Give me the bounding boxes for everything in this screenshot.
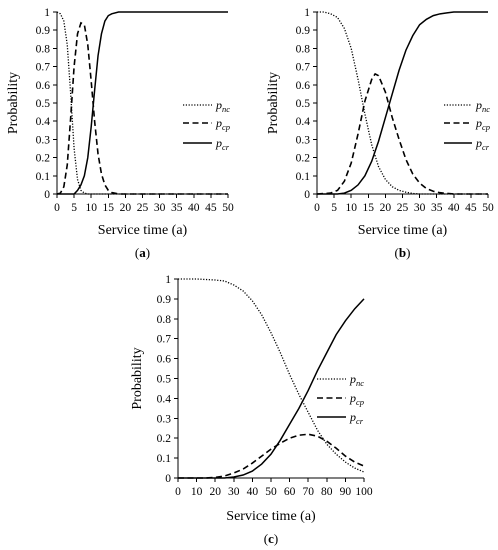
legend-label-pnc: pnc xyxy=(349,372,364,388)
series-line-pnc xyxy=(56,11,228,195)
series-line-pcr xyxy=(57,11,228,195)
legend-label-pcp: pcp xyxy=(215,116,230,132)
x-tick-label: 50 xyxy=(265,486,277,498)
y-tick-label: 0.6 xyxy=(157,354,172,366)
y-tick-label: 0.4 xyxy=(296,116,311,128)
y-tick-label: 0.5 xyxy=(36,98,51,110)
panel-label: (a) xyxy=(135,245,150,260)
x-tick-label: 45 xyxy=(465,202,477,214)
y-tick-label: 0 xyxy=(304,189,310,201)
panel-label: (b) xyxy=(395,245,411,260)
x-tick-label: 40 xyxy=(247,486,259,498)
y-tick-label: 0.1 xyxy=(157,453,172,465)
x-tick-label: 20 xyxy=(380,202,392,214)
y-tick-label: 0.7 xyxy=(296,62,311,74)
x-axis-label: Service time (a) xyxy=(358,223,448,238)
x-axis-label: Service time (a) xyxy=(226,509,316,524)
series-line-pcr xyxy=(317,11,488,195)
x-tick-label: 0 xyxy=(314,202,320,214)
y-tick-label: 0.3 xyxy=(157,413,172,425)
y-tick-label: 0.9 xyxy=(157,294,172,306)
chart-panel-3: 00.10.20.30.40.50.60.70.80.910 10 20 30 40 50… xyxy=(130,274,373,546)
legend-label-pnc: pnc xyxy=(215,98,230,114)
x-tick-label: 35 xyxy=(171,202,183,214)
series-line-pnc xyxy=(317,11,488,195)
x-tick-label: 30 xyxy=(154,202,166,214)
x-tick-label: 5 xyxy=(71,202,77,214)
series-line-pcp xyxy=(316,72,488,195)
x-tick-label: 25 xyxy=(137,202,149,214)
y-tick-label: 0.5 xyxy=(296,98,311,110)
y-tick-label: 0.1 xyxy=(296,171,311,183)
legend-label-pcp: pcp xyxy=(349,391,364,407)
y-tick-label: 0.3 xyxy=(296,134,311,146)
x-tick-label: 45 xyxy=(205,202,217,214)
x-tick-label: 50 xyxy=(482,202,494,214)
y-tick-label: 0.2 xyxy=(36,153,51,165)
x-tick-label: 10 xyxy=(191,486,203,498)
y-tick-label: 0 xyxy=(44,189,50,201)
legend-label-pcp: pcp xyxy=(475,116,490,132)
chart-panel-1: 00.10.20.30.40.50.60.70.80.910 5 10 15 20 25 3… xyxy=(6,7,234,260)
y-tick-label: 1 xyxy=(304,7,310,19)
y-tick-label: 0.6 xyxy=(296,80,311,92)
y-tick-label: 0.4 xyxy=(157,393,172,405)
y-tick-label: 0.8 xyxy=(296,43,311,55)
x-tick-label: 40 xyxy=(188,202,200,214)
y-tick-label: 0.8 xyxy=(157,314,172,326)
x-tick-label: 80 xyxy=(321,486,333,498)
y-tick-label: 0.5 xyxy=(157,374,172,386)
x-tick-label: 15 xyxy=(103,202,115,214)
y-tick-label: 0.4 xyxy=(36,116,51,128)
chart-panel-2: 00.10.20.30.40.50.60.70.80.910 5 10 15 20 25 3… xyxy=(266,7,494,260)
x-tick-label: 10 xyxy=(345,202,357,214)
y-tick-label: 0.8 xyxy=(36,43,51,55)
series-line-pcr xyxy=(178,298,365,479)
y-tick-label: 0.9 xyxy=(296,25,311,37)
series-line-pnc xyxy=(178,278,365,473)
legend-label-pnc: pnc xyxy=(475,98,490,114)
legend-label-pcr: pcr xyxy=(349,410,364,426)
x-tick-label: 20 xyxy=(120,202,132,214)
x-tick-label: 50 xyxy=(222,202,234,214)
series-line-pcp xyxy=(178,433,365,479)
y-axis-label: Probability xyxy=(266,72,281,134)
legend-label-pcr: pcr xyxy=(475,136,490,152)
x-axis-label: Service time (a) xyxy=(98,223,188,238)
x-tick-label: 0 xyxy=(175,486,181,498)
y-tick-label: 0 xyxy=(165,473,171,485)
y-tick-label: 0.6 xyxy=(36,80,51,92)
y-tick-label: 0.1 xyxy=(36,171,51,183)
x-tick-label: 35 xyxy=(431,202,443,214)
y-axis-label: Probability xyxy=(6,72,21,134)
x-tick-label: 100 xyxy=(355,486,373,498)
y-tick-label: 0.2 xyxy=(296,153,311,165)
panel-label: (c) xyxy=(264,531,278,546)
legend-label-pcr: pcr xyxy=(215,136,230,152)
x-tick-label: 0 xyxy=(54,202,60,214)
x-tick-label: 30 xyxy=(228,486,240,498)
y-tick-label: 1 xyxy=(44,7,50,19)
y-tick-label: 1 xyxy=(165,274,171,286)
x-tick-label: 15 xyxy=(363,202,375,214)
x-tick-label: 40 xyxy=(448,202,460,214)
x-tick-label: 70 xyxy=(302,486,314,498)
y-tick-label: 0.3 xyxy=(36,134,51,146)
x-tick-label: 5 xyxy=(331,202,337,214)
series-line-pcp xyxy=(56,21,228,195)
x-tick-label: 90 xyxy=(340,486,352,498)
x-tick-label: 60 xyxy=(284,486,296,498)
x-tick-label: 30 xyxy=(414,202,426,214)
y-tick-label: 0.9 xyxy=(36,25,51,37)
y-tick-label: 0.2 xyxy=(157,433,172,445)
y-axis-label: Probability xyxy=(130,347,145,409)
x-tick-label: 25 xyxy=(397,202,409,214)
x-tick-label: 10 xyxy=(85,202,97,214)
y-tick-label: 0.7 xyxy=(36,62,51,74)
x-tick-label: 20 xyxy=(209,486,221,498)
y-tick-label: 0.7 xyxy=(157,334,172,346)
